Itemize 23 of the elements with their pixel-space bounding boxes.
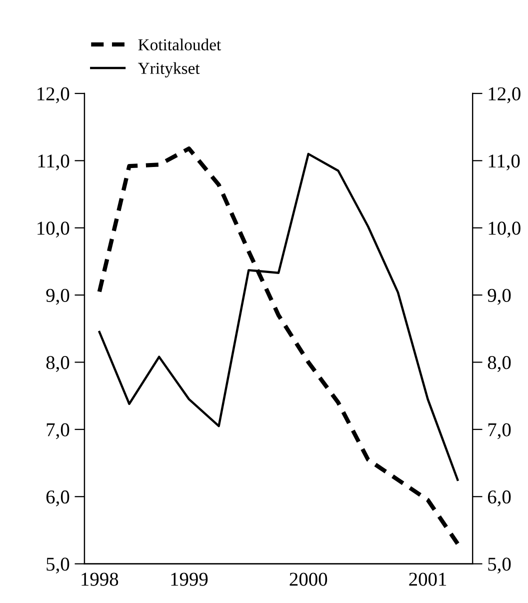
x-tick-label: 2001 <box>409 572 446 586</box>
y2-tick-label: 6,0 <box>488 490 511 506</box>
y2-tick-label: 7,0 <box>488 423 511 440</box>
y2-tick-label: 8,0 <box>488 356 511 372</box>
y2-tick-label: 9,0 <box>488 288 511 305</box>
y-tick-label: 12,0 <box>38 87 70 104</box>
y-tick-label: 10,0 <box>38 222 70 238</box>
legend-label: Yritykset <box>138 62 200 78</box>
y-tick-label: 8,0 <box>46 356 70 372</box>
x-tick-label: 2000 <box>290 572 328 586</box>
x-tick-label: 1998 <box>82 572 118 586</box>
line-series <box>97 146 460 546</box>
y2-tick-label: 5,0 <box>488 558 511 574</box>
y2-tick-label: 12,0 <box>488 87 520 104</box>
y-tick-label: 11,0 <box>38 154 70 170</box>
x-tick-label: 1999 <box>171 572 208 586</box>
y-tick-label: 9,0 <box>46 288 70 305</box>
y2-tick-label: 11,0 <box>488 154 520 170</box>
y-tick-label: 5,0 <box>46 558 70 574</box>
y-tick-label: 7,0 <box>46 423 70 440</box>
y2-tick-label: 10,0 <box>488 222 520 238</box>
legend-label: Kotitaloudet <box>138 38 222 50</box>
y-tick-label: 6,0 <box>46 490 70 506</box>
